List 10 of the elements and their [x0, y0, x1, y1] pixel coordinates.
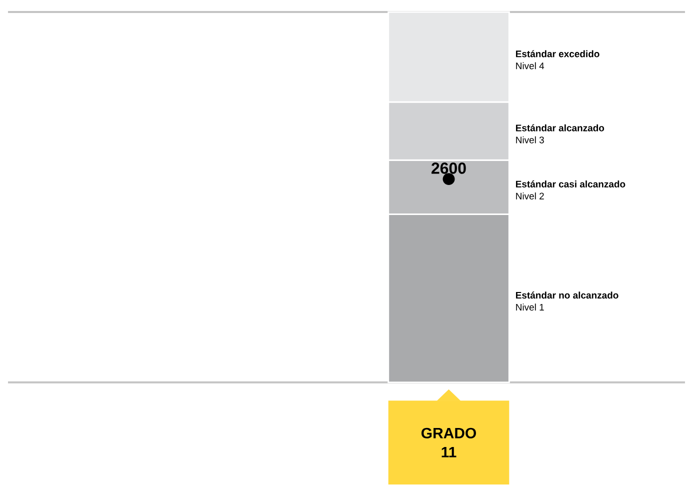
series-label: Estándar no alcanzado	[516, 291, 618, 298]
text: Nivel 3	[516, 136, 544, 144]
x-tick-label: GRADO 11	[421, 428, 476, 458]
text: Nivel 4	[516, 62, 544, 70]
series-label: Estándar casi alcanzado	[516, 180, 626, 188]
text: Nivel 2	[516, 192, 544, 200]
annotation: 2600	[432, 162, 466, 174]
text: Nivel 1	[516, 303, 544, 310]
series-label: Estándar excedido	[516, 50, 600, 58]
series-label: Estándar alcanzado	[516, 124, 604, 132]
